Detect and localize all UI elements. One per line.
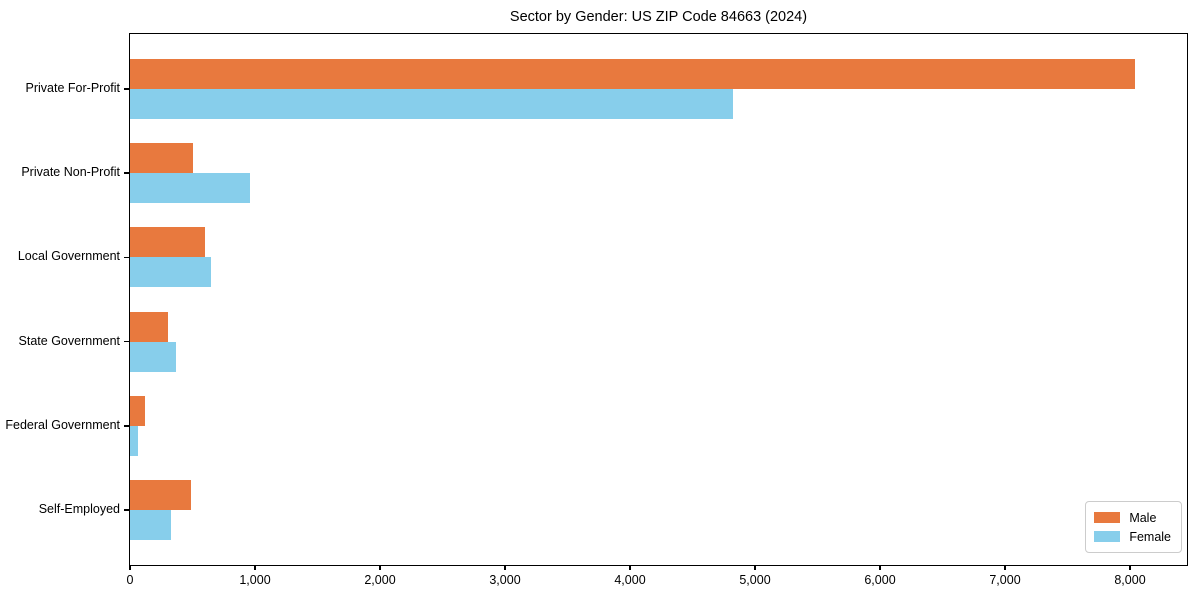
x-tick-mark-3000	[504, 565, 506, 570]
x-tick-mark-8000	[1129, 565, 1131, 570]
y-tick-mark-state-government	[124, 340, 130, 343]
bar-male-private-non-profit	[130, 143, 193, 174]
x-tick-label-8000: 8,000	[1114, 573, 1146, 587]
bar-female-local-government	[130, 257, 212, 288]
x-tick-label-2000: 2,000	[364, 573, 396, 587]
legend-entry-female: Female	[1094, 527, 1171, 546]
x-tick-label-6000: 6,000	[864, 573, 896, 587]
x-tick-label-7000: 7,000	[989, 573, 1021, 587]
x-tick-mark-7000	[1004, 565, 1006, 570]
x-tick-label-5000: 5,000	[739, 573, 771, 587]
x-tick-label-4000: 4,000	[614, 573, 646, 587]
y-tick-mark-self-employed	[124, 509, 130, 511]
bar-female-state-government	[130, 341, 177, 372]
bar-female-self-employed	[130, 510, 172, 540]
y-tick-mark-federal-government	[124, 425, 130, 427]
x-tick-mark-2000	[379, 565, 381, 570]
bar-male-local-government	[130, 227, 205, 258]
bar-female-federal-government	[130, 425, 139, 456]
bar-female-private-non-profit	[130, 173, 250, 204]
x-tick-mark-1000	[254, 565, 256, 570]
plot-area: Male Female	[129, 33, 1188, 566]
category-label-self-employed: Self-Employed	[38, 502, 120, 516]
y-tick-mark-private-for-profit	[124, 88, 130, 90]
x-tick-mark-5000	[754, 565, 756, 570]
chart-title: Sector by Gender: US ZIP Code 84663 (202…	[509, 9, 808, 25]
category-label-local-government: Local Government	[17, 249, 120, 264]
legend-entry-male: Male	[1094, 508, 1171, 527]
category-label-private-non-profit: Private Non-Profit	[21, 165, 120, 180]
bar-male-state-government	[130, 311, 168, 342]
category-label-federal-government: Federal Government	[5, 417, 120, 432]
legend-label-female: Female	[1129, 529, 1171, 544]
y-tick-mark-local-government	[124, 256, 130, 259]
legend-swatch-female	[1094, 531, 1121, 542]
x-tick-mark-0	[129, 565, 131, 570]
bar-male-self-employed	[130, 480, 192, 510]
bar-male-private-for-profit	[130, 59, 1135, 89]
x-tick-label-1000: 1,000	[239, 573, 271, 587]
legend-label-male: Male	[1129, 510, 1157, 525]
y-tick-mark-private-non-profit	[124, 172, 130, 174]
x-tick-label-0: 0	[126, 573, 134, 587]
x-tick-label-3000: 3,000	[489, 573, 521, 587]
x-tick-mark-6000	[879, 565, 881, 570]
category-label-state-government: State Government	[18, 333, 120, 348]
x-tick-mark-4000	[629, 565, 631, 570]
bar-female-private-for-profit	[130, 89, 733, 119]
bar-male-federal-government	[130, 395, 145, 426]
category-label-private-for-profit: Private For-Profit	[25, 81, 120, 95]
legend: Male Female	[1085, 501, 1182, 553]
legend-swatch-male	[1094, 512, 1121, 523]
